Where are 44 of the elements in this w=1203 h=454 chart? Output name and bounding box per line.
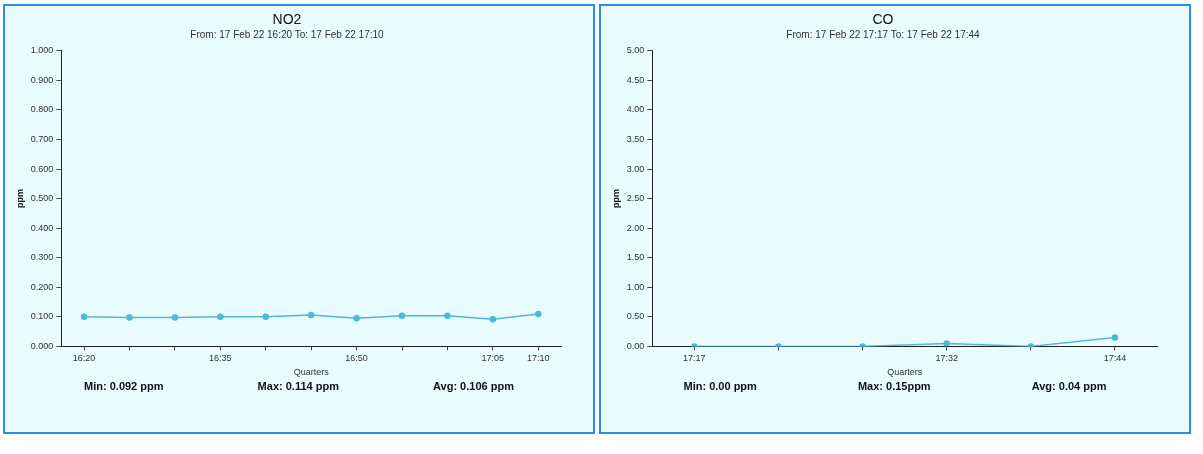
text: Avg: 0.106 ppm — [433, 380, 514, 392]
text: Max: 0.114 ppm — [257, 380, 339, 392]
y-tick-label: 0.00 — [626, 340, 645, 351]
chart-title: CO — [872, 11, 894, 28]
x-tick-label: 17:17 — [683, 353, 706, 364]
x-tick-label: 16:50 — [345, 353, 368, 364]
y-tick-label: 0.300 — [30, 252, 54, 263]
x-tick-label: 16:35 — [209, 353, 232, 364]
y-tick-label: 0.900 — [30, 74, 54, 85]
y-tick-label: 1.000 — [30, 45, 54, 56]
y-tick-label: 0.800 — [30, 104, 54, 115]
text: Min: 0.092 ppm — [84, 380, 164, 392]
y-tick-label: 0.500 — [30, 193, 54, 204]
y-tick-label: 3.00 — [626, 163, 645, 174]
y-tick-label: 5.00 — [626, 45, 645, 56]
x-axis-title: Quarters — [293, 367, 330, 378]
x-tick-label: 16:20 — [72, 353, 96, 364]
y-tick-label: 0.50 — [626, 311, 645, 322]
y-tick-label: 2.50 — [626, 193, 645, 204]
y-tick-label: 4.00 — [626, 104, 645, 115]
y-axis-title: ppm — [610, 189, 621, 209]
chart-subtitle: From: 17 Feb 22 16:20 To: 17 Feb 22 17:10 — [190, 28, 385, 40]
x-tick-label: 17:10 — [527, 353, 550, 364]
y-tick-label: 0.600 — [30, 163, 54, 174]
chart-title: NO2 — [272, 11, 302, 28]
y-tick-label: 0.400 — [30, 222, 54, 233]
x-tick-label: 17:05 — [481, 353, 505, 364]
y-tick-label: 0.700 — [30, 133, 54, 144]
y-tick-label: 3.50 — [626, 133, 645, 144]
y-tick-label: 0.200 — [30, 281, 54, 292]
x-axis-title: Quarters — [887, 367, 923, 378]
text: Avg: 0.04 ppm — [1031, 380, 1107, 392]
y-axis-title: ppm — [14, 189, 25, 209]
y-tick-label: 2.00 — [626, 222, 645, 233]
y-tick-label: 1.00 — [626, 281, 645, 292]
y-tick-label: 1.50 — [626, 252, 645, 263]
text: Min: 0.00 ppm — [683, 380, 757, 392]
x-tick-label: 17:44 — [1103, 353, 1127, 364]
x-tick-label: 17:32 — [935, 353, 958, 364]
y-tick-label: 0.100 — [30, 311, 54, 322]
chart-subtitle: From: 17 Feb 22 17:17 To: 17 Feb 22 17:44 — [786, 28, 981, 40]
y-tick-label: 4.50 — [626, 74, 645, 85]
y-tick-label: 0.000 — [30, 340, 54, 351]
text: Max: 0.15ppm — [857, 380, 931, 392]
